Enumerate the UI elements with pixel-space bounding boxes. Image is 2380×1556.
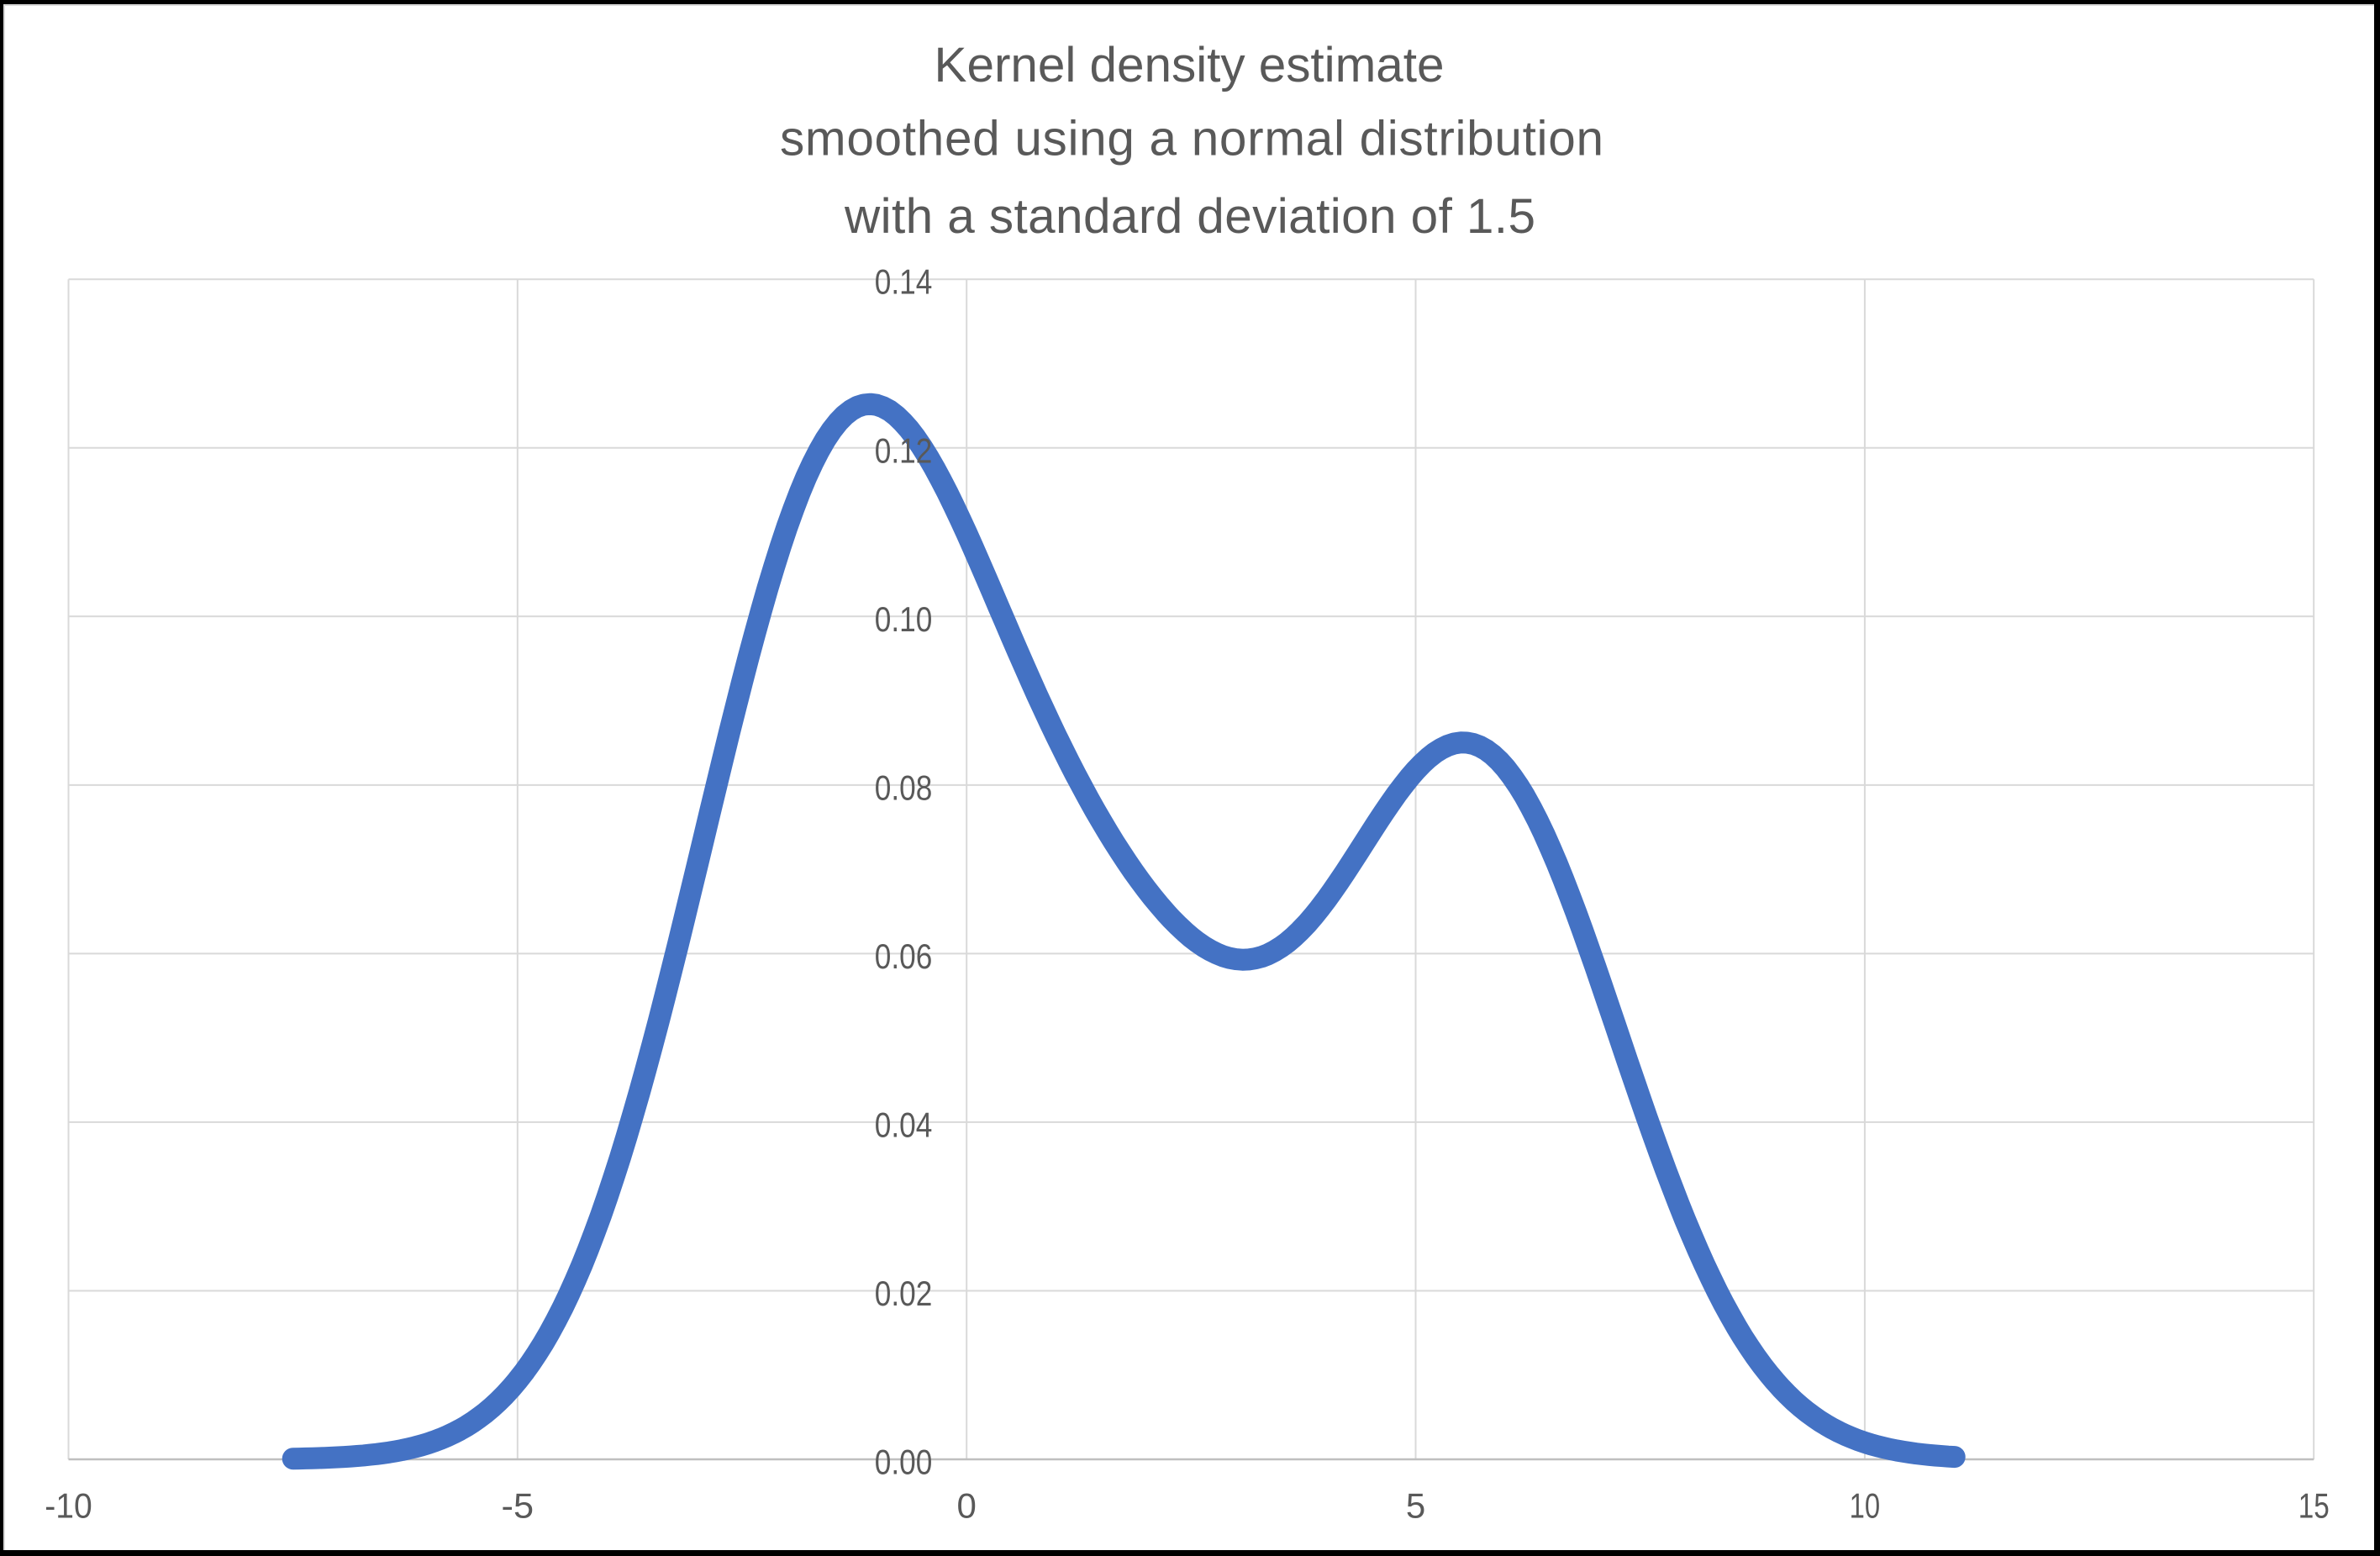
svg-text:0.10: 0.10 — [875, 599, 933, 639]
svg-text:Kernel density estimate: Kernel density estimate — [935, 38, 1445, 92]
svg-text:0.08: 0.08 — [875, 767, 933, 807]
svg-text:15: 15 — [2298, 1486, 2330, 1526]
svg-text:0.02: 0.02 — [875, 1274, 933, 1313]
svg-text:-10: -10 — [45, 1486, 92, 1526]
svg-text:0.12: 0.12 — [875, 430, 933, 470]
svg-text:0.06: 0.06 — [875, 936, 933, 976]
svg-text:5: 5 — [1406, 1486, 1425, 1526]
svg-text:0.00: 0.00 — [875, 1443, 933, 1482]
svg-text:with a standard deviation of 1: with a standard deviation of 1.5 — [844, 189, 1535, 244]
svg-text:0: 0 — [957, 1486, 977, 1526]
svg-text:10: 10 — [1850, 1486, 1881, 1526]
svg-text:0.04: 0.04 — [875, 1105, 933, 1144]
svg-text:smoothed using a normal distri: smoothed using a normal distribution — [780, 111, 1603, 166]
svg-text:0.14: 0.14 — [875, 262, 933, 302]
svg-text:-5: -5 — [502, 1486, 534, 1526]
